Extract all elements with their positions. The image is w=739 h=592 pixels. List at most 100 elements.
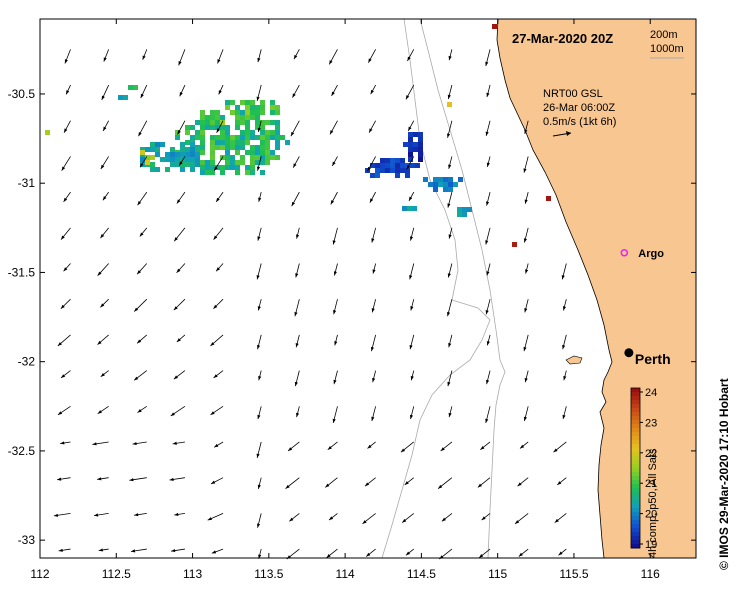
sst-pixel <box>260 105 265 110</box>
x-tick-label: 116 <box>641 567 660 581</box>
current-vector-head <box>100 234 105 239</box>
current-vector-head <box>486 271 490 276</box>
sst-pixel <box>195 135 200 140</box>
sst-pixel <box>150 155 155 160</box>
current-vector-head <box>557 481 562 485</box>
colorbar-segment <box>631 484 640 489</box>
current-vector-head <box>214 443 219 448</box>
sst-pixel <box>240 135 245 140</box>
current-vector-head <box>333 379 337 385</box>
sst-pixel <box>215 120 220 125</box>
sst-pixel <box>255 135 260 140</box>
current-vector-head <box>409 414 414 420</box>
sst-pixel <box>433 177 438 182</box>
sst-pixel <box>405 173 410 178</box>
current-vector-head <box>97 410 102 414</box>
sst-pixel <box>240 160 245 165</box>
current-vector-head <box>256 453 260 458</box>
sst-pixel <box>160 142 165 147</box>
sst-pixel <box>250 155 255 160</box>
perth-marker[interactable] <box>624 348 634 358</box>
current-vector-head <box>368 58 372 63</box>
sst-pixel <box>275 145 280 150</box>
colorbar-segment <box>631 436 640 441</box>
sst-pixel <box>200 130 205 135</box>
current-vector-head <box>402 518 407 523</box>
sst-pixel <box>260 120 265 125</box>
sst-pixel <box>375 168 380 173</box>
current-vector-head <box>447 381 451 387</box>
sst-pixel <box>230 155 235 160</box>
sst-pixel <box>265 140 270 145</box>
colorbar-segment <box>631 472 640 477</box>
sst-pixel <box>195 162 200 167</box>
current-vector-head <box>486 379 490 385</box>
current-vector-field <box>53 49 567 560</box>
current-vector-head <box>53 513 59 517</box>
sst-pixel <box>220 130 225 135</box>
sst-pixel <box>225 105 230 110</box>
current-vector-head <box>371 308 375 313</box>
sst-pixel <box>175 130 180 135</box>
sst-pixel <box>260 145 265 150</box>
x-tick-label: 112 <box>30 567 49 581</box>
sst-pixel <box>155 152 160 157</box>
sst-pixel <box>448 177 453 182</box>
sst-pixel <box>448 187 453 192</box>
current-vector-head <box>176 199 181 204</box>
sst-pixel <box>190 142 195 147</box>
current-vector-head <box>173 306 178 311</box>
sst-pixel <box>260 155 265 160</box>
current-vector-head <box>174 512 179 516</box>
current-vector-head <box>217 59 221 64</box>
sst-pixel <box>250 105 255 110</box>
sst-pixel <box>145 160 150 165</box>
credit-text: © IMOS 29-Mar-2020 17:10 Hobart <box>717 378 731 570</box>
land-western-australia <box>496 19 696 558</box>
sst-pixel <box>457 207 462 212</box>
sst-pixel <box>190 162 195 167</box>
argo-marker[interactable] <box>620 249 629 257</box>
sst-pixel <box>220 145 225 150</box>
current-vector-head <box>134 376 139 381</box>
sst-pixel <box>165 152 170 157</box>
sst-pixel <box>265 120 270 125</box>
current-vector-head <box>405 95 410 100</box>
current-vector-head <box>256 96 260 101</box>
sst-pixel <box>235 120 240 125</box>
colorbar-segment <box>631 412 640 417</box>
current-vector-head <box>400 448 406 453</box>
sst-pixel <box>145 155 150 160</box>
sst-pixel <box>408 152 413 157</box>
current-vector-head <box>447 273 451 278</box>
colorbar-segment <box>631 500 640 505</box>
sst-pixel <box>225 135 230 140</box>
sst-pixel <box>235 115 240 120</box>
current-vector-head <box>211 550 217 554</box>
sst-pixel <box>220 135 225 140</box>
sst-pixel <box>128 85 133 90</box>
sst-pixel <box>245 120 250 125</box>
sst-pixel <box>160 157 165 162</box>
contour-label-1000m: 1000m <box>650 43 684 55</box>
sst-pixel <box>410 163 415 168</box>
x-tick-label: 115 <box>488 567 507 581</box>
current-vector-head <box>256 344 261 350</box>
current-vector-head <box>218 90 222 95</box>
sst-pixel <box>275 105 280 110</box>
colorbar-segment <box>631 476 640 481</box>
colorbar-segment <box>631 524 640 529</box>
sst-pixel <box>245 130 250 135</box>
sst-pixel <box>210 125 215 130</box>
sst-pixel <box>155 167 160 172</box>
sst-pixel <box>200 120 205 125</box>
rottnest-island <box>565 355 583 365</box>
current-vector-head <box>330 200 335 205</box>
current-vector-head <box>370 89 374 95</box>
colorbar-segment <box>631 508 640 513</box>
colorbar-segment <box>631 532 640 537</box>
sst-pixel <box>140 147 145 152</box>
current-vector-head <box>142 55 146 60</box>
sst-pixel <box>230 160 235 165</box>
sst-pixel <box>215 115 220 120</box>
